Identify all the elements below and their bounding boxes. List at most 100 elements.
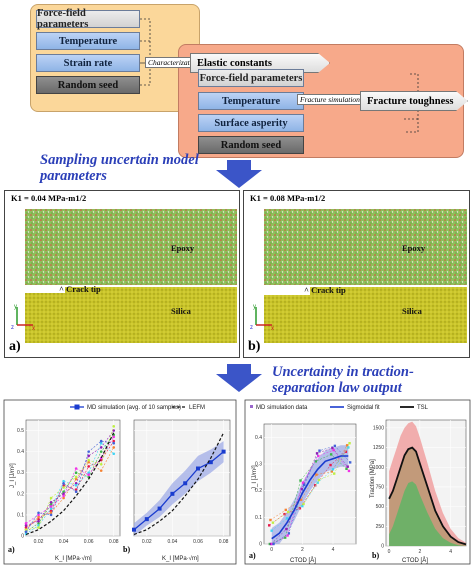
sim-panel-b-title: K1 = 0.08 MPa-m1/2: [250, 193, 326, 203]
chart-a-xtick-2: 0.06: [84, 539, 94, 545]
chart-c-xlabel: CTOD [Å]: [290, 557, 316, 564]
chart-d-ytick-0: 0: [381, 544, 384, 550]
chart-c-sample-line-2: [270, 445, 348, 521]
chart-c-sample-point-0-4: [329, 463, 332, 467]
right-legend: MD simulation data Sigmoidal fit TSL: [250, 405, 429, 411]
svg-text:x: x: [271, 326, 274, 331]
chart-a-sample-point-1-3: [62, 490, 65, 494]
chart-c-sample-point-2-2: [299, 498, 303, 501]
chart-c-ytick-4: 0.4: [255, 435, 262, 441]
chart-c-sigmoid-fit: [271, 455, 349, 540]
chart-a-ytick-5: 0.5: [17, 428, 24, 434]
chart-c-sample-line-7: [273, 445, 351, 545]
fracture-simulation-label: Fracture simulation: [297, 94, 363, 105]
chart-c-sample-point-3-4: [331, 446, 334, 450]
sim-panel-a: K1 = 0.04 MPa-m1/2 Epoxy ^ Crack tip Sil…: [4, 190, 240, 358]
chart-a-sample-point-2-4: [74, 477, 78, 481]
chart-a-ytick-1: 0.1: [17, 512, 24, 518]
chart-a-sample-point-7-1: [37, 511, 40, 515]
chart-c-sample-point-0-1: [283, 512, 286, 516]
chart-a-sample-point-5-3: [62, 494, 65, 498]
chart-c-sample-point-3-5: [346, 465, 349, 468]
chart-c-sample-point-0-0: [268, 524, 271, 527]
chart-b-xtick-0: 0.02: [142, 539, 152, 545]
sim-panel-a-axes-icon: y z x: [11, 304, 35, 331]
left-input-random-seed: Random seed: [36, 76, 140, 94]
chart-a-sample-line-6: [25, 426, 114, 530]
chart-c-sample-point-0-3: [314, 484, 317, 487]
chart-c-sample-point-3-1: [285, 527, 288, 531]
chart-b-xlabel: K_I [MPa·√m]: [162, 555, 199, 562]
chart-c-ylabel: J_I [J/m²]: [252, 465, 258, 490]
svg-text:y: y: [253, 304, 256, 310]
chart-d-ytick-1: 250: [376, 524, 385, 530]
chart-a-sample-point-2-5: [87, 460, 90, 464]
chart-a-sample-point-1-1: [37, 522, 40, 525]
chart-b-letter: b): [123, 545, 130, 554]
chart-c-sample-point-5-0: [271, 542, 274, 546]
chart-a-plot-area: [25, 419, 121, 537]
chart-c-sample-point-3-2: [300, 487, 303, 491]
chart-c-sample-point-1-3: [314, 460, 318, 463]
chart-a-sample-point-0-5: [87, 465, 90, 468]
chart-c-xtick-0: 0: [270, 547, 273, 553]
uncertainty-heading-line1: Uncertainty in traction-: [272, 364, 414, 380]
chart-d-ylabel: Traction [MPa]: [370, 459, 376, 498]
down-arrow-2: [216, 364, 262, 392]
chart-c-sample-point-5-5: [347, 469, 351, 473]
legend-lefm-label: LEFM: [189, 405, 205, 411]
right-input-forcefield: Force-field parameters: [198, 69, 304, 87]
chart-a-sample-point-2-6: [99, 469, 103, 472]
bottom-charts: MD simulation (avg. of 10 samples) LEFM …: [3, 399, 471, 565]
legend-md-data-label: MD simulation data: [256, 405, 308, 411]
chart-c-sample-point-2-5: [345, 444, 349, 447]
chart-a-sample-point-3-5: [87, 454, 90, 458]
sim-panel-a-epoxy: Epoxy: [171, 243, 195, 253]
chart-a-sample-point-5-4: [74, 467, 78, 470]
chart-a-sample-point-6-2: [49, 496, 53, 500]
chart-a-sample-point-7-7: [112, 441, 116, 445]
chart-a-sample-point-4-4: [74, 484, 78, 487]
chart-c-sample-point-7-3: [318, 449, 321, 452]
chart-b-xtick-3: 0.08: [219, 539, 229, 545]
chart-a-sample-point-3-6: [99, 446, 103, 449]
svg-text:x: x: [32, 326, 35, 331]
chart-c-sample-line-5: [272, 449, 350, 545]
chart-d-xtick-0: 0: [388, 549, 391, 555]
chart-c-sample-line-3: [270, 447, 348, 545]
chart-d-xlabel: CTOD [Å]: [402, 557, 428, 564]
chart-a-sample-point-4-2: [49, 507, 53, 510]
chart-a-sample-point-6-4: [74, 475, 78, 479]
chart-c-sample-point-4-2: [301, 504, 304, 508]
svg-text:z: z: [250, 325, 253, 331]
chart-a-xtick-0: 0.02: [34, 539, 44, 545]
chart-c-sample-point-7-0: [272, 542, 275, 546]
chart-d-letter: b): [372, 551, 379, 560]
chart-a-sample-point-4-6: [99, 441, 103, 445]
chart-c-sample-point-5-2: [301, 481, 305, 484]
chart-c-sample-point-4-5: [347, 446, 350, 449]
chart-a-sample-point-6-6: [99, 462, 103, 466]
chart-c-sample-point-1-0: [268, 542, 272, 546]
sim-panel-a-title: K1 = 0.04 MPa-m1/2: [11, 193, 87, 203]
sim-panel-a-image: [25, 209, 237, 343]
chart-c-sample-point-3-3: [315, 452, 319, 455]
chart-a-sample-point-0-2: [49, 509, 53, 512]
chart-a-sample-point-3-4: [74, 481, 78, 485]
chart-b-lefm-line: [133, 432, 225, 536]
chart-c-sample-line-1: [269, 454, 347, 545]
chart-a-sample-point-7-6: [99, 439, 103, 443]
sim-panel-b-epoxy: Epoxy: [402, 243, 426, 253]
chart-c-sample-point-7-4: [333, 444, 337, 448]
chart-c-sample-point-1-4: [329, 453, 333, 456]
chart-c-sample-line-0: [269, 451, 347, 526]
chart-c-fit-band: [271, 445, 349, 544]
fracture-toughness-output: Fracture toughness: [360, 91, 468, 111]
chart-c-sample-point-6-4: [333, 472, 336, 475]
chart-a-sample-point-7-3: [62, 481, 65, 485]
chart-a-sample-point-4-5: [87, 471, 90, 475]
chart-c-sample-point-4-0: [270, 529, 273, 532]
chart-a-ytick-3: 0.3: [17, 470, 24, 476]
chart-a-sample-point-3-7: [112, 429, 116, 432]
chart-a-sample-point-0-6: [99, 458, 103, 462]
